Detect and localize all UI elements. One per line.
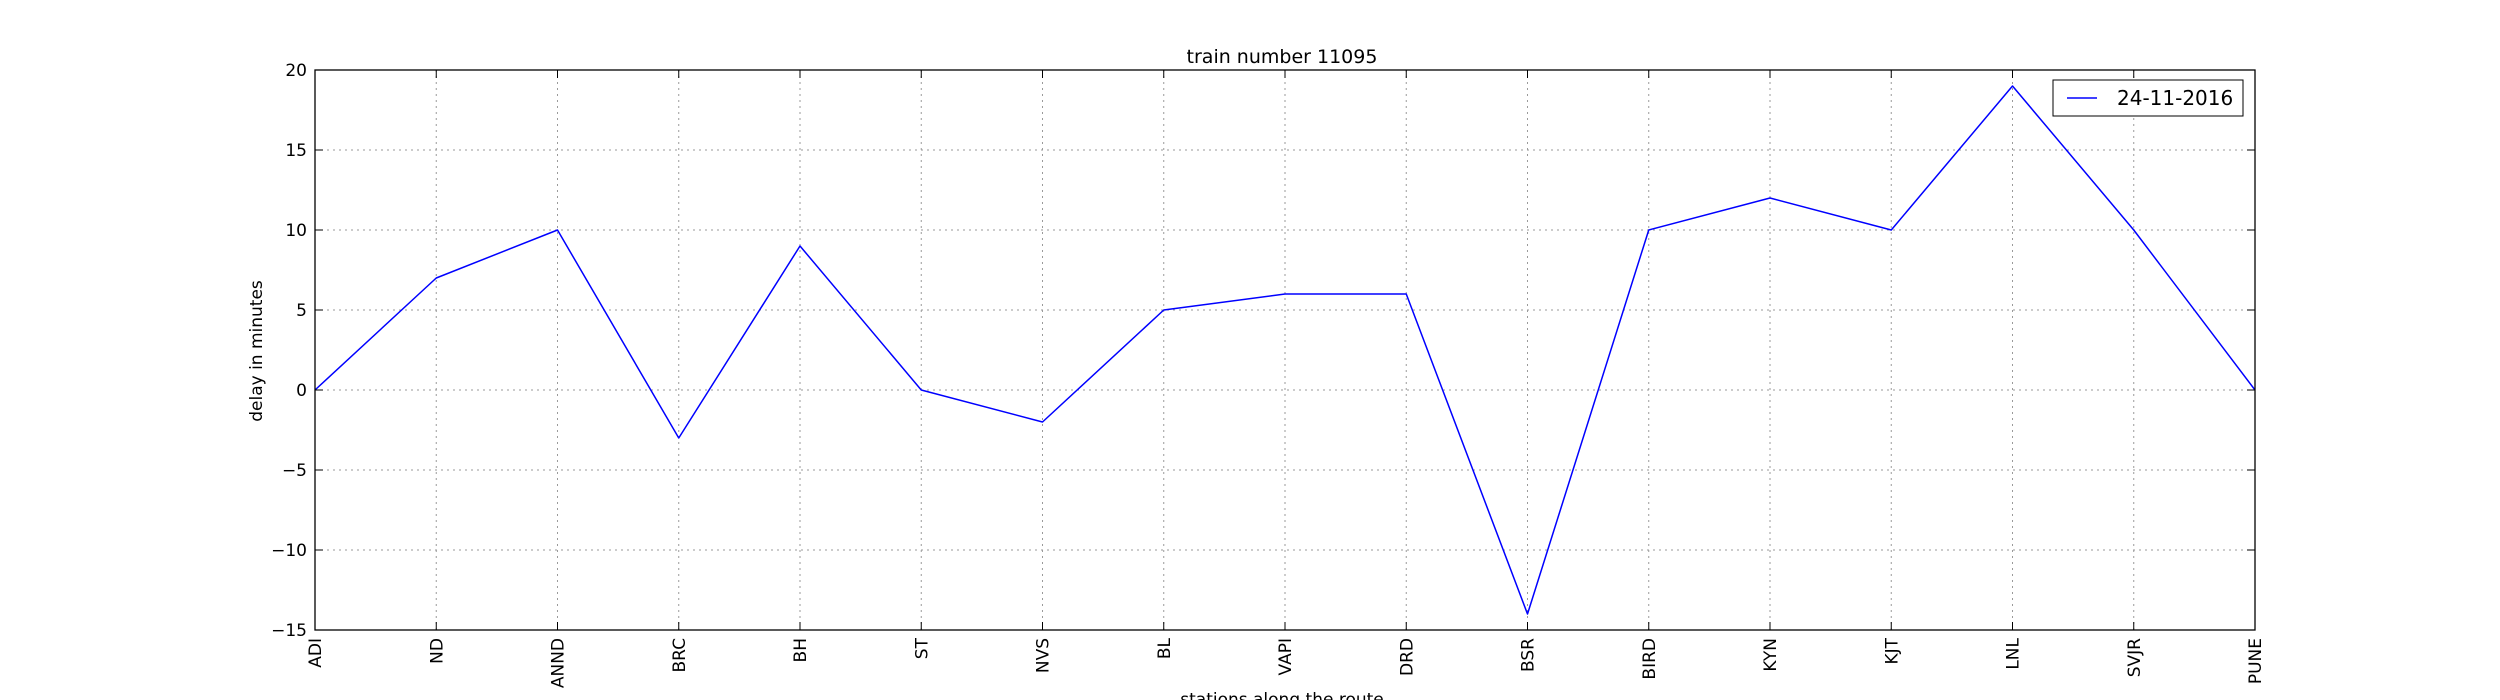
series-line bbox=[314, 85, 2256, 615]
x-tick-label: SVJR bbox=[2125, 638, 2145, 677]
x-tick-label: BL bbox=[1155, 637, 1175, 659]
y-tick-label: 0 bbox=[296, 381, 307, 401]
x-tick-label: BSR bbox=[1519, 638, 1539, 672]
y-tick-label: 20 bbox=[285, 61, 307, 81]
legend-label: 24-11-2016 bbox=[2117, 86, 2233, 110]
chart-title: train number 11095 bbox=[1187, 46, 1378, 68]
x-axis-label: stations along the route bbox=[1180, 690, 1384, 700]
x-tick-label: BIRD bbox=[1640, 638, 1660, 680]
x-tick-label: PUNE bbox=[2246, 638, 2266, 684]
y-tick-label: −15 bbox=[271, 621, 307, 641]
y-tick-label: −10 bbox=[271, 541, 307, 561]
x-tick-label: KYN bbox=[1761, 638, 1781, 672]
y-tick-label: 10 bbox=[285, 221, 307, 241]
x-tick-label: BRC bbox=[670, 638, 690, 673]
grid bbox=[314, 69, 2256, 631]
y-tick-label: −5 bbox=[282, 461, 307, 481]
x-tick-label: LNL bbox=[2004, 637, 2024, 669]
series-layer bbox=[314, 85, 2256, 615]
legend: 24-11-2016 bbox=[2052, 79, 2244, 117]
x-tick-label: DRD bbox=[1397, 638, 1417, 676]
x-tick-label: ST bbox=[912, 637, 932, 659]
x-tick-label: VAPI bbox=[1276, 638, 1296, 675]
x-tick-label: ADI bbox=[306, 638, 326, 668]
x-tick-label: NVS bbox=[1034, 638, 1054, 673]
y-axis-label: delay in minutes bbox=[247, 280, 267, 422]
x-tick-label: ANND bbox=[549, 638, 569, 688]
y-tick-label: 5 bbox=[296, 301, 307, 321]
x-tick-label: BH bbox=[791, 638, 811, 662]
y-tick-label: 15 bbox=[285, 141, 307, 161]
x-tick-label: ND bbox=[427, 638, 447, 664]
x-tick-label: KJT bbox=[1882, 637, 1902, 664]
tick-layer: ADI ND ANND BRC BH ST NVS BL VAPI DRD BSR BIRD KYN KJ… bbox=[271, 61, 2266, 688]
